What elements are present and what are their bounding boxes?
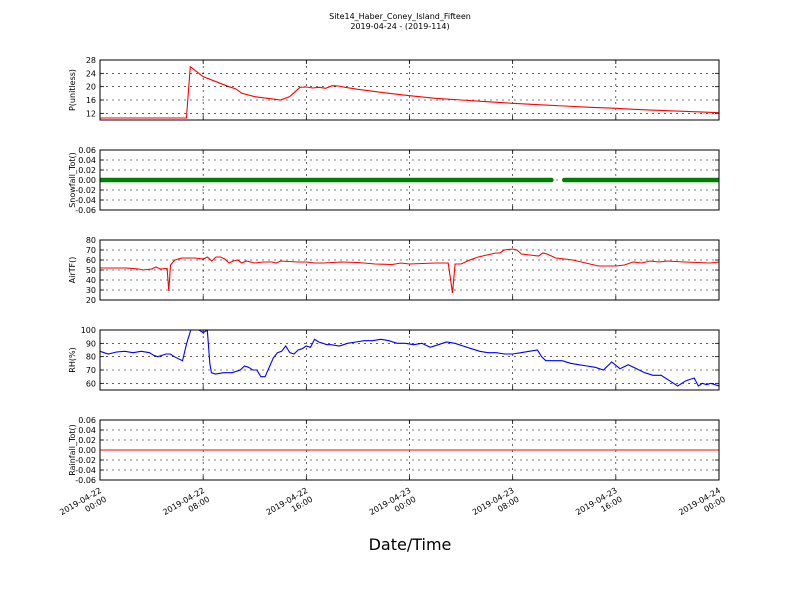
y-tick-label: -0.02 [75,456,96,465]
series-line [100,65,719,119]
series-line [100,248,719,294]
plot-frame [99,329,720,391]
y-tick-label: 0.00 [78,176,96,185]
y-tick-label: 0.02 [78,166,96,175]
y-tick-label: 0.04 [78,156,96,165]
y-tick-label: -0.06 [75,476,96,485]
y-axis-label: P(unitless) [68,69,77,111]
x-tick-label: 2019-04-2308:00 [471,486,521,526]
y-tick-label: 80 [86,236,96,245]
y-tick-label: 0.06 [78,416,96,425]
panel-3: 60 70 80 90 100 RH(%) [68,326,720,391]
x-tick-label: 2019-04-2300:00 [368,486,418,526]
y-tick-label: 0.00 [78,446,96,455]
y-tick-label: -0.02 [75,186,96,195]
y-tick-label: 100 [81,326,96,335]
y-tick-label: 70 [86,246,96,255]
y-axis-label: Rainfall_Tot() [68,424,77,476]
y-tick-label: -0.06 [75,206,96,215]
panels: 1216202428P(unitless)-0.06-0.04-0.020.00… [68,56,720,485]
panel-4: -0.06-0.04-0.020.000.020.040.06Rainfall_… [68,416,720,485]
y-tick-label: 0.04 [78,426,96,435]
y-tick-label: 20 [86,83,96,92]
x-tick-label: 2019-04-2316:00 [574,486,624,526]
y-tick-label: -0.04 [75,466,96,475]
chart-subtitle: 2019-04-24 - (2019-114) [350,22,449,31]
x-axis-label: Date/Time [369,535,452,554]
x-tick-label: 2019-04-2216:00 [265,486,315,526]
y-tick-label: 20 [86,296,96,305]
y-tick-label: 12 [86,109,96,118]
y-axis-label: AirTF() [68,257,77,284]
y-tick-label: 28 [86,56,96,65]
y-axis-label: RH(%) [68,347,77,372]
y-tick-label: 50 [86,266,96,275]
y-tick-label: -0.04 [75,196,96,205]
x-tick-label: 2019-04-2208:00 [161,486,211,526]
plot-frame [99,239,720,301]
series-line [100,330,719,387]
y-tick-label: 60 [86,379,96,388]
y-tick-label: 30 [86,286,96,295]
y-tick-label: 24 [86,69,96,78]
y-tick-label: 16 [86,96,96,105]
plot-frame [99,419,720,481]
plot-frame [99,149,720,211]
y-tick-label: 40 [86,276,96,285]
plot-frame [99,59,720,121]
x-tick-label: 2019-04-2400:00 [677,486,727,526]
x-tick-labels: 2019-04-2200:00 2019-04-2208:00 2019-04-22… [58,486,727,526]
x-tick-label: 2019-04-2200:00 [58,486,108,526]
y-tick-label: 0.06 [78,146,96,155]
panel-0: 12 16 20 24 28 P(unitless) [68,56,720,121]
y-tick-label: 60 [86,256,96,265]
chart-title: Site14_Haber_Coney_Island_Fifteen [329,12,471,21]
y-tick-label: 80 [86,353,96,362]
y-tick-label: 70 [86,366,96,375]
y-tick-label: 0.02 [78,436,96,445]
y-axis-label: Snowfall_Tot() [68,152,77,208]
y-tick-label: 90 [86,339,96,348]
panel-1: -0.06-0.04-0.020.000.020.040.06Snowfall_… [68,146,720,215]
